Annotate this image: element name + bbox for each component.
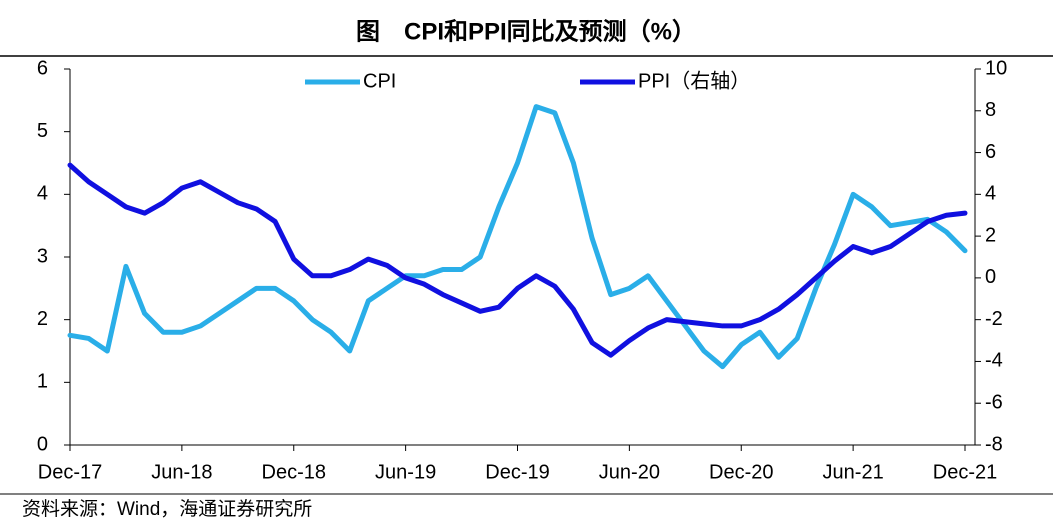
y-tick-label: 0	[37, 433, 48, 455]
x-tick-label: Dec-18	[262, 461, 326, 483]
x-tick-label: Dec-20	[709, 461, 773, 483]
y2-tick-label: 10	[985, 57, 1007, 79]
x-tick-label: Jun-18	[151, 461, 212, 483]
y2-tick-label: -2	[985, 308, 1003, 330]
chart-title: 图 CPI和PPI同比及预测（%）	[356, 18, 696, 45]
source: 资料来源：Wind，海通证券研究所	[22, 498, 312, 520]
y2-tick-label: 2	[985, 224, 996, 246]
y2-tick-label: 6	[985, 141, 996, 163]
y2-tick-label: 0	[985, 266, 996, 288]
x-tick-label: Dec-21	[933, 461, 997, 483]
series-line	[67, 104, 968, 370]
x-tick-label: Jun-21	[823, 461, 884, 483]
y2-tick-label: 8	[985, 99, 996, 121]
y-tick-label: 1	[37, 371, 48, 393]
x-tick-label: Jun-19	[375, 461, 436, 483]
legend-label: CPI	[363, 70, 396, 92]
legend-label: PPI（右轴）	[638, 69, 750, 92]
y2-tick-label: -8	[985, 433, 1003, 455]
y2-tick-label: 4	[985, 183, 996, 205]
series-line	[67, 162, 968, 358]
y-tick-label: 5	[37, 120, 48, 142]
y2-tick-label: -4	[985, 350, 1003, 372]
x-tick-label: Jun-20	[599, 461, 660, 483]
y-tick-label: 3	[37, 245, 48, 267]
y-tick-label: 6	[37, 57, 48, 79]
y-tick-label: 4	[37, 183, 48, 205]
y-tick-label: 2	[37, 308, 48, 330]
x-tick-label: Dec-17	[38, 461, 102, 483]
y2-tick-label: -6	[985, 392, 1003, 414]
x-tick-label: Dec-19	[485, 461, 549, 483]
